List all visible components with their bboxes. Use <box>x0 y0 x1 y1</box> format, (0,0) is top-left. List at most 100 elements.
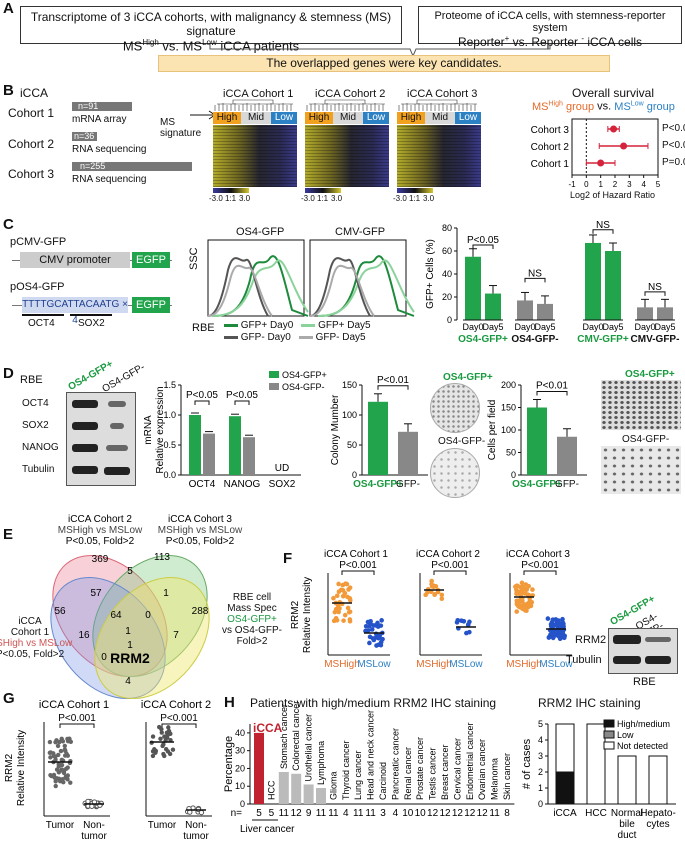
panel-d-label: D <box>3 365 14 382</box>
mrna-y-tick-label: 0.0 <box>163 470 176 480</box>
legend-gfp-pos-day5: GFP+ Day5 <box>301 320 371 331</box>
f1-dot-low <box>363 623 369 629</box>
h-bar-label: Thyroid cancer <box>341 740 351 800</box>
g-x-tumor: Tumor <box>148 820 177 831</box>
x-tick-label: OS4-GFP+ <box>512 479 562 490</box>
sox2-label: SOX2 <box>78 318 105 329</box>
g-dot-tumor <box>47 739 53 745</box>
egfp-box-2: EGFP <box>132 297 170 313</box>
forest-tick-label: 0 <box>584 180 589 189</box>
f3-dot-low <box>556 633 561 639</box>
blot-d-band-neg-3 <box>104 467 130 475</box>
g-dot-tumor <box>56 752 61 758</box>
forest-tick-label: 3 <box>627 180 632 189</box>
g-title: iCCA Cohort 2 <box>141 699 211 711</box>
g-dot-tumor <box>161 742 166 747</box>
panel-a-label: A <box>3 0 14 17</box>
g-title: iCCA Cohort 1 <box>39 699 109 711</box>
f3-dot-low <box>556 622 562 627</box>
mrna-legend-swatch-neg <box>269 383 279 390</box>
mrna-legend-neg: OS4-GFP- <box>282 382 325 392</box>
bar <box>557 436 577 475</box>
ms-signature-label: MS signature <box>160 117 202 139</box>
os-forest-plot: Cohort 3 Cohort 2 Cohort 1 -1 0 1 2 3 4 5 <box>531 118 661 189</box>
h-bar-label: Prostate cancer <box>415 737 425 800</box>
heatmap-body-3 <box>397 125 481 187</box>
flow-title-2: CMV-GFP <box>335 226 386 238</box>
mrna-ud: UD <box>275 463 289 474</box>
mrna-legend-swatch-pos <box>269 371 279 378</box>
venn-center-count: 1 <box>127 640 133 651</box>
f1-dot-high <box>331 595 336 601</box>
f1-dot-high <box>345 605 351 611</box>
stack-y-label: # of cases <box>521 738 533 789</box>
f2-sig: P<0.001 <box>431 560 469 571</box>
cohort1-bar <box>72 102 132 111</box>
stack-segment <box>555 723 575 773</box>
venn-c2-line: P<0.05, Fold>2 <box>66 536 135 547</box>
g-sig: P<0.001 <box>160 713 198 724</box>
h-bar-label: Lymphoma <box>316 741 326 785</box>
f1-dot-low <box>375 624 381 629</box>
f1-dot-low <box>367 623 372 629</box>
cohort3-bar <box>72 162 192 171</box>
h-y-tick-label: 30 <box>235 746 245 756</box>
h-left-title: Patients with high/medium RRM2 IHC stain… <box>250 696 497 710</box>
f1-dot-high <box>346 609 352 615</box>
flow-title-1: OS4-GFP <box>236 226 285 238</box>
stack-legend-swatch <box>603 719 615 728</box>
f3-dot-low <box>552 622 558 628</box>
gfp-y-tick-label: 20 <box>442 292 452 302</box>
f1-dot-high <box>348 597 353 603</box>
f3-title: iCCA Cohort 3 <box>506 549 570 560</box>
f1-dot-high <box>345 594 350 600</box>
gfp-day-label: Day0 <box>634 322 655 332</box>
sig-bracket <box>536 391 568 396</box>
g-dot-tumor <box>150 734 156 739</box>
f3-dot-high <box>519 580 525 586</box>
h-bar-label: iCCA <box>253 721 283 735</box>
h-bar-label: Breast cancer <box>440 744 450 800</box>
heatmap-group-2-2: Low <box>363 112 389 124</box>
h-y-tick-label: 0 <box>240 799 245 809</box>
venn-count: 0 <box>145 610 151 621</box>
flow-curve <box>211 259 309 317</box>
sig-bracket <box>377 385 409 390</box>
blot-d-band-neg-0 <box>108 401 126 407</box>
sig-text: P<0.01 <box>377 375 409 386</box>
mrna-sig-bracket <box>194 400 210 405</box>
gfp-day-label: Day0 <box>462 322 483 332</box>
x-tick-label: GFP- <box>555 479 579 490</box>
blot-d-band-pos-3 <box>72 466 98 474</box>
h-n-value: 12 <box>464 808 476 819</box>
panel-a-right-line1: Proteome of iCCA cells, with stemness-re… <box>434 10 666 34</box>
stack-x-label: bile <box>619 819 635 830</box>
f1-dot-low <box>376 642 382 647</box>
forest-tick-label: -1 <box>568 180 576 189</box>
h-bar <box>254 732 264 804</box>
os-xlabel: Log2 of Hazard Ratio <box>570 190 656 200</box>
oct4-label: OCT4 <box>28 318 55 329</box>
g-dot-tumor <box>53 783 58 789</box>
blot-d-band-neg-1 <box>110 423 124 429</box>
venn-set-c3 <box>92 554 208 678</box>
venn-count: 16 <box>78 630 90 641</box>
h-n-value: 12 <box>439 808 451 819</box>
h-liver-label: Liver cancer <box>240 824 295 835</box>
y-tick-label: 200 <box>501 380 516 390</box>
h-y-label: Percentage <box>223 736 235 792</box>
cohort1-platform: mRNA array <box>72 114 127 125</box>
venn-c1-line: Cohort 1 <box>11 627 50 638</box>
cohort1-n: n=91 <box>78 101 99 111</box>
scale-min-3: -3.0 <box>393 194 407 203</box>
stack-y-tick-label: 2 <box>538 767 543 777</box>
h-n-value: 10 <box>415 808 427 819</box>
forest-pvalue: P=0.09 <box>662 157 685 168</box>
h-n-value: 12 <box>291 808 303 819</box>
h-bar <box>278 772 289 804</box>
venn-rbe-line: Mass Spec <box>227 603 276 614</box>
stack-legend-label: Not detected <box>617 741 668 751</box>
os-title: Overall survival <box>572 86 655 100</box>
h-bar-label: Urothelial cancer <box>304 714 314 782</box>
